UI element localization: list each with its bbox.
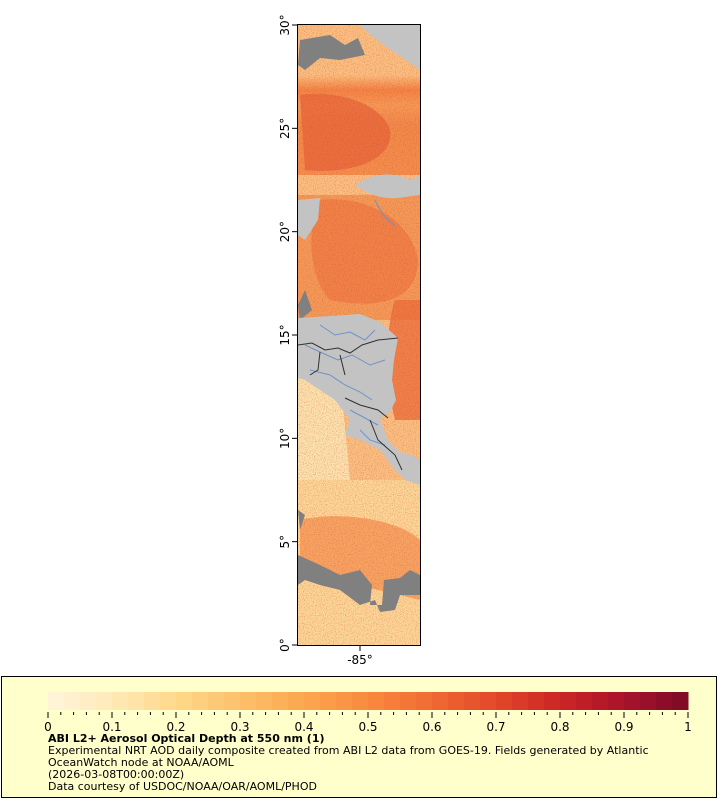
lat-tick-label: 15° <box>278 324 292 345</box>
colorbar-label: 0 <box>44 720 52 734</box>
colorbar-swatch <box>144 692 161 710</box>
colorbar-swatch <box>368 692 385 710</box>
lat-tick-label: 30° <box>278 14 292 35</box>
colorbar-label: 0.8 <box>550 720 569 734</box>
colorbar-swatch <box>560 692 577 710</box>
rivers <box>304 199 396 446</box>
colorbar-swatch <box>48 692 65 710</box>
colorbar-label: 0.2 <box>166 720 185 734</box>
nodata-region-north <box>298 35 365 70</box>
colorbar-swatch <box>352 692 369 710</box>
lat-tick-label: 5° <box>278 535 292 549</box>
colorbar: 0 0.1 0.2 0.3 0.4 0.5 0.6 0.7 0.8 0.9 1 <box>44 692 692 734</box>
land-central-america <box>298 314 420 485</box>
lat-tick-label: 25° <box>278 118 292 139</box>
colorbar-swatch <box>160 692 177 710</box>
caption: ABI L2+ Aerosol Optical Depth at 550 nm … <box>48 733 708 793</box>
colorbar-swatch <box>528 692 545 710</box>
latitude-axis: 0° 5° 10° 15° 20° 25° 30° <box>278 14 298 652</box>
colorbar-swatch <box>80 692 97 710</box>
lat-tick-label: 20° <box>278 221 292 242</box>
colorbar-swatch <box>400 692 417 710</box>
colorbar-swatch <box>656 692 673 710</box>
caption-line-2: OceanWatch node at NOAA/AOML <box>48 756 234 769</box>
colorbar-ticks <box>47 712 689 718</box>
colorbar-swatch <box>176 692 193 710</box>
land-florida <box>360 25 420 70</box>
colorbar-swatch <box>288 692 305 710</box>
caption-title: ABI L2+ Aerosol Optical Depth at 550 nm … <box>48 732 325 745</box>
colorbar-label: 0.6 <box>422 720 441 734</box>
colorbar-swatches <box>48 692 689 710</box>
colorbar-swatch <box>496 692 513 710</box>
colorbar-swatch <box>544 692 561 710</box>
colorbar-swatch <box>608 692 625 710</box>
colorbar-swatch <box>208 692 225 710</box>
colorbar-swatch <box>112 692 129 710</box>
nodata-region-south <box>298 510 420 612</box>
colorbar-swatch <box>592 692 609 710</box>
colorbar-label: 0.3 <box>230 720 249 734</box>
colorbar-swatch <box>384 692 401 710</box>
colorbar-swatch <box>432 692 449 710</box>
colorbar-swatch <box>512 692 529 710</box>
colorbar-label: 0.7 <box>486 720 505 734</box>
colorbar-swatch <box>480 692 497 710</box>
colorbar-swatch <box>576 692 593 710</box>
colorbar-swatch <box>128 692 145 710</box>
colorbar-swatch <box>192 692 209 710</box>
longitude-axis: -85° <box>347 645 373 667</box>
colorbar-swatch <box>320 692 337 710</box>
colorbar-label: 0.4 <box>294 720 313 734</box>
lon-tick-label: -85° <box>347 653 373 667</box>
colorbar-label: 0.1 <box>102 720 121 734</box>
land-yucatan <box>298 198 320 240</box>
colorbar-swatch <box>624 692 641 710</box>
aod-field <box>298 25 420 645</box>
borders <box>298 337 403 471</box>
colorbar-swatch <box>416 692 433 710</box>
colorbar-swatch <box>640 692 657 710</box>
colorbar-label: 0.9 <box>614 720 633 734</box>
colorbar-swatch <box>64 692 81 710</box>
map-figure: 0° 5° 10° 15° 20° 25° 30° -85° <box>278 14 421 667</box>
colorbar-swatch <box>672 692 689 710</box>
colorbar-swatch <box>304 692 321 710</box>
colorbar-labels: 0 0.1 0.2 0.3 0.4 0.5 0.6 0.7 0.8 0.9 1 <box>44 720 692 734</box>
caption-line-4: Data courtesy of USDOC/NOAA/OAR/AOML/PHO… <box>48 780 317 793</box>
colorbar-swatch <box>336 692 353 710</box>
colorbar-swatch <box>96 692 113 710</box>
colorbar-swatch <box>256 692 273 710</box>
colorbar-swatch <box>240 692 257 710</box>
colorbar-swatch <box>464 692 481 710</box>
colorbar-swatch <box>224 692 241 710</box>
nodata-region-central <box>298 290 312 320</box>
lat-tick-label: 10° <box>278 428 292 449</box>
colorbar-swatch <box>272 692 289 710</box>
colorbar-label: 0.5 <box>358 720 377 734</box>
lat-tick-label: 0° <box>278 638 292 652</box>
land-cuba <box>355 174 420 199</box>
caption-line-3: (2026-03-08T00:00:00Z) <box>48 768 185 781</box>
caption-line-1: Experimental NRT AOD daily composite cre… <box>48 744 649 757</box>
colorbar-swatch <box>448 692 465 710</box>
colorbar-label: 1 <box>684 720 692 734</box>
